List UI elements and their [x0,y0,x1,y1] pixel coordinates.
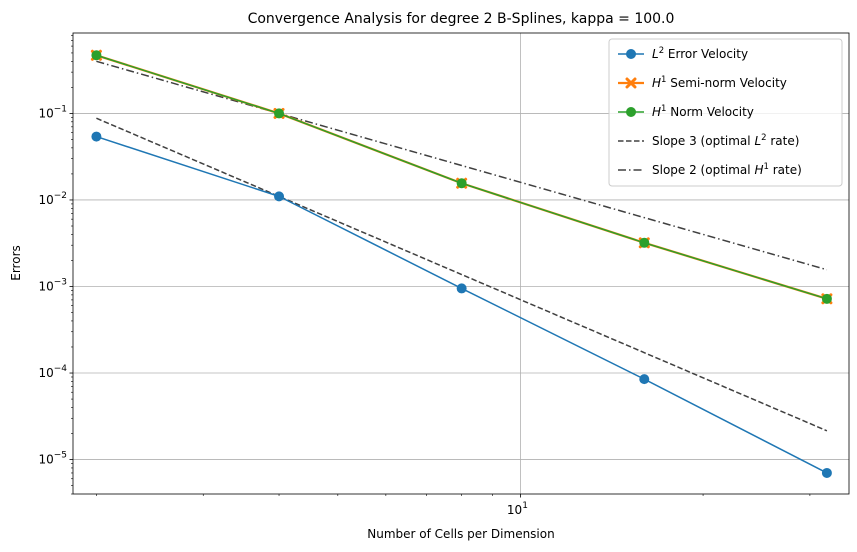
legend-label: L2 Error Velocity [652,46,748,61]
y-tick-label: 10−4 [38,364,67,380]
legend: L2 Error Velocity H1 Semi-norm Velocity H1… [608,38,843,187]
data-point [91,131,102,142]
chart-title: Convergence Analysis for degree 2 B-Spli… [248,11,675,27]
series-4 [96,117,828,432]
legend-item-3: H1 Norm Velocity [618,104,754,119]
series-layer [90,49,833,478]
series-line [96,117,828,432]
x-tick-label: 101 [507,501,528,517]
series-line [96,60,828,271]
legend-marker [626,107,636,117]
data-point [821,467,832,478]
legend-label: Slope 3 (optimal L2 rate) [652,133,799,148]
marker-stroke [625,77,637,89]
plot-frame [72,32,850,495]
series-3 [91,50,832,304]
data-point [821,293,832,304]
series-5 [96,60,828,271]
legend-item-4: Slope 3 (optimal L2 rate) [618,133,799,148]
data-point [274,108,285,119]
legend-item-2: H1 Semi-norm Velocity [618,75,787,90]
y-tick-label: 10−2 [38,191,67,207]
x-axis-label: Number of Cells per Dimension [367,527,554,541]
y-tick-label: 10−3 [38,277,67,293]
legend-label: Slope 2 (optimal H1 rate) [652,162,802,177]
legend-label: H1 Norm Velocity [652,104,754,119]
legend-label: H1 Semi-norm Velocity [652,75,787,90]
data-point [639,374,650,385]
y-tick-label: 10−5 [38,451,67,467]
legend-item-5: Slope 2 (optimal H1 rate) [618,162,802,177]
data-point [456,178,467,189]
legend-marker [626,49,636,59]
y-tick-label: 10−1 [38,104,67,120]
legend-item-1: L2 Error Velocity [618,46,748,61]
data-point [639,237,650,248]
legend-frame [608,38,843,187]
legend-marker [625,77,637,89]
data-point [274,191,285,202]
tick-layer: 10−5 10−4 10−3 10−2 10−1 101 [38,34,811,517]
data-point [91,50,102,61]
data-point [456,283,467,294]
y-axis-label: Errors [9,245,23,281]
series-1 [91,131,832,478]
